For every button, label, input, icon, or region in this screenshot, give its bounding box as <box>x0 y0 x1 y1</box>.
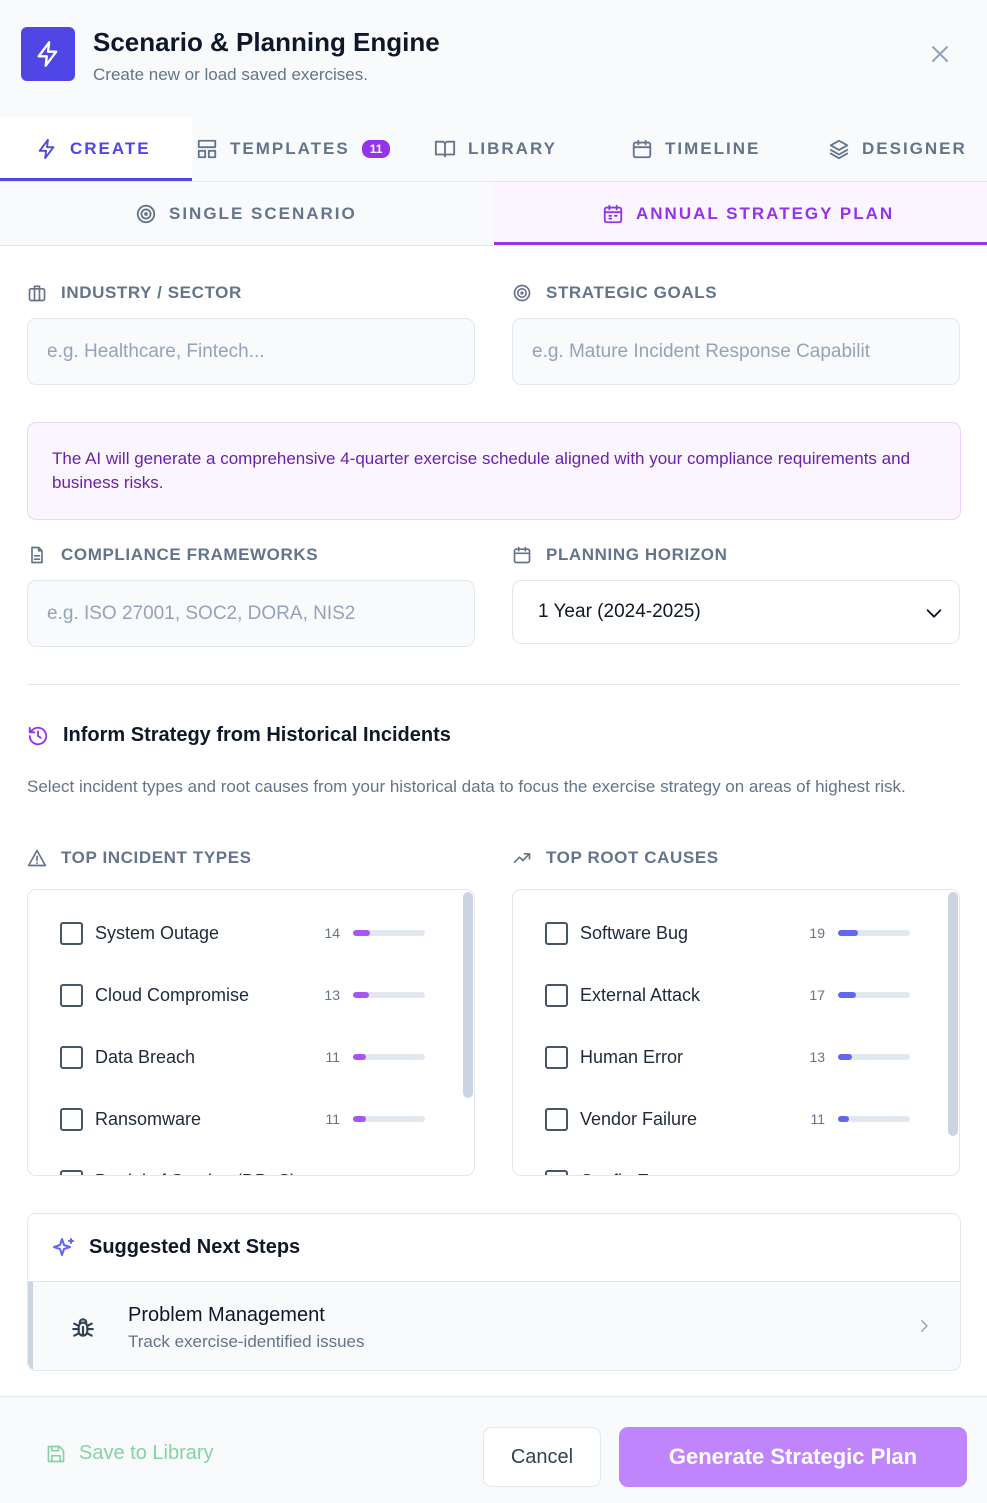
badge: 11 <box>361 140 391 158</box>
generate-button[interactable]: Generate Strategic Plan <box>619 1427 967 1487</box>
item-count: 10 <box>320 1173 340 1175</box>
scrollbar <box>948 892 958 1136</box>
item-name: Software Bug <box>580 922 689 943</box>
item-name: Vendor Failure <box>580 1108 698 1129</box>
text-input[interactable]: e.g. Healthcare, Fintech... <box>27 318 475 385</box>
bar-track <box>353 1054 425 1060</box>
list-row[interactable]: Human Error 13 <box>545 1042 925 1072</box>
list-row[interactable]: Denial of Service (DDoS)10 <box>60 1166 440 1176</box>
item-count: 13 <box>324 987 340 1003</box>
item-count: 11 <box>325 1049 340 1065</box>
bar-fill <box>353 1054 367 1060</box>
tab[interactable]: LIBRARY <box>434 117 557 181</box>
bar-fill <box>838 930 858 936</box>
text-input[interactable]: e.g. ISO 27001, SOC2, DORA, NIS2 <box>27 580 475 647</box>
list-row[interactable]: Config Error9 <box>545 1166 925 1176</box>
bar-fill <box>353 930 371 936</box>
subtab[interactable]: ANNUAL STRATEGY PLAN <box>602 182 894 246</box>
tab[interactable]: CREATE <box>36 117 151 181</box>
history-icon <box>28 726 48 746</box>
bar-track <box>838 992 910 998</box>
save-button[interactable]: Save to Library <box>46 1442 214 1465</box>
field-label: INDUSTRY / SECTOR <box>27 283 242 303</box>
bar-fill <box>838 1054 852 1060</box>
item-name: Denial of Service (DDoS) <box>95 1171 320 1176</box>
tab[interactable]: DESIGNER <box>828 117 967 181</box>
field-label: PLANNING HORIZON <box>512 545 727 565</box>
item-count: 11 <box>810 1111 825 1127</box>
item-name: Cloud Compromise <box>95 984 250 1005</box>
bar-track <box>838 1116 910 1122</box>
item-count: 11 <box>325 1111 340 1127</box>
item-title: Problem Management <box>128 1304 325 1326</box>
checkbox[interactable] <box>60 1045 83 1069</box>
list-row[interactable]: External Attack 17 <box>545 980 925 1010</box>
checkbox[interactable] <box>60 1169 83 1175</box>
section-description: Select incident types and root causes fr… <box>27 777 906 796</box>
list-row[interactable]: Software Bug 19 <box>545 918 925 948</box>
app-icon <box>21 27 75 81</box>
text-input[interactable]: e.g. Mature Incident Response Capabilit <box>512 318 960 385</box>
item-count: 14 <box>324 925 340 941</box>
list-row[interactable]: System Outage 14 <box>60 918 440 948</box>
item-name: Human Error <box>580 1046 684 1067</box>
bar-track <box>838 1054 910 1060</box>
checkbox[interactable] <box>545 983 568 1007</box>
bar-track <box>838 930 910 936</box>
active-subtab-bg <box>494 182 987 245</box>
section-title: Inform Strategy from Historical Incident… <box>63 724 451 746</box>
divider <box>27 684 961 685</box>
subtitle: Create new or load saved exercises. <box>93 65 368 84</box>
item-name: Config Error <box>580 1171 805 1176</box>
item-count: 13 <box>809 1049 825 1065</box>
tab[interactable]: TIMELINE <box>631 117 760 181</box>
list-label: TOP INCIDENT TYPES <box>27 848 252 868</box>
next-step-item[interactable]: Problem Management Track exercise-identi… <box>28 1281 960 1370</box>
checkbox[interactable] <box>60 1107 83 1131</box>
item-name: Ransomware <box>95 1108 202 1129</box>
list-row[interactable]: Data Breach 11 <box>60 1042 440 1072</box>
bar-track <box>353 1116 425 1122</box>
list-row[interactable]: Vendor Failure 11 <box>545 1104 925 1134</box>
close-button[interactable] <box>928 42 952 66</box>
item-count: 17 <box>809 987 825 1003</box>
item-name: Data Breach <box>95 1046 196 1067</box>
list-label: TOP ROOT CAUSES <box>512 848 719 868</box>
checkbox[interactable] <box>60 921 83 945</box>
list-row[interactable]: Cloud Compromise 13 <box>60 980 440 1010</box>
tab[interactable]: TEMPLATES 11 <box>196 117 391 181</box>
next-steps: Suggested Next Steps Problem Management … <box>27 1213 961 1371</box>
item-name: External Attack <box>580 984 701 1005</box>
checkbox[interactable] <box>545 1045 568 1069</box>
header: Scenario & Planning Engine Create new or… <box>0 0 987 117</box>
bar-fill <box>353 1116 367 1122</box>
active-tab-bg <box>0 117 192 181</box>
checkbox[interactable] <box>545 1169 568 1175</box>
select[interactable]: 1 Year (2024-2025) <box>512 580 960 644</box>
next-steps-title: Suggested Next Steps <box>89 1236 301 1258</box>
scrollbar <box>463 892 473 1098</box>
checkbox[interactable] <box>545 921 568 945</box>
bar-track <box>353 992 425 998</box>
root-cause-list: Software Bug 19 External Attack 17 Human Err… <box>512 889 960 1176</box>
incident-list: System Outage 14 Cloud Compromise 13 Data Br… <box>27 889 475 1176</box>
bar-fill <box>353 992 369 998</box>
list-row[interactable]: Ransomware 11 <box>60 1104 440 1134</box>
checkbox[interactable] <box>545 1107 568 1131</box>
item-count: 9 <box>805 1173 825 1175</box>
item-name: System Outage <box>95 922 220 943</box>
cancel-button[interactable]: Cancel <box>483 1427 601 1487</box>
item-count: 19 <box>809 925 825 941</box>
bar-fill <box>838 1116 850 1122</box>
bar-fill <box>838 992 856 998</box>
field-label: STRATEGIC GOALS <box>512 283 717 303</box>
info-box: The AI will generate a comprehensive 4-q… <box>27 422 961 520</box>
bar-track <box>353 930 425 936</box>
field-label: COMPLIANCE FRAMEWORKS <box>27 545 318 565</box>
item-subtitle: Track exercise-identified issues <box>128 1332 365 1351</box>
title: Scenario & Planning Engine <box>93 27 440 57</box>
checkbox[interactable] <box>60 983 83 1007</box>
subtab[interactable]: SINGLE SCENARIO <box>135 182 357 246</box>
